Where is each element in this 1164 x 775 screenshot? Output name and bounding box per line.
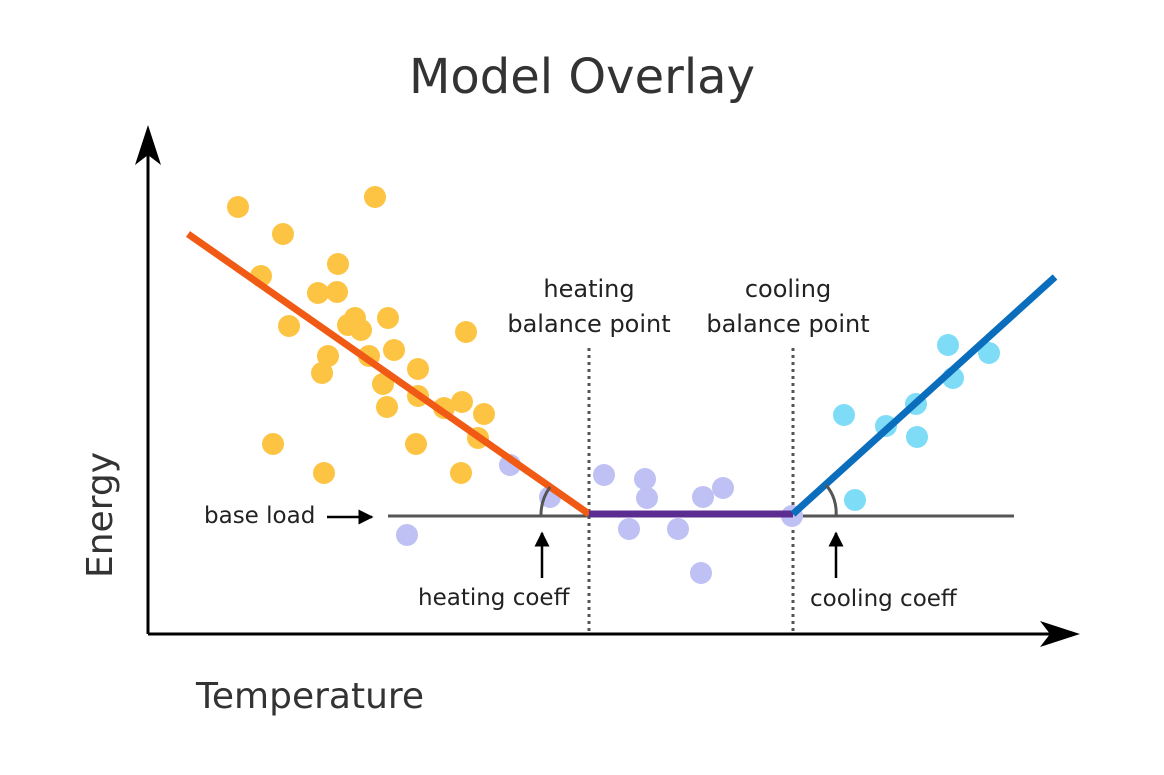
heating-data-point	[405, 433, 427, 455]
baseload-data-point	[667, 518, 689, 540]
cooling-balance-label-line1: cooling	[745, 275, 831, 303]
heating-data-point	[473, 403, 495, 425]
heating-balance-label-line1: heating	[543, 275, 634, 303]
baseload-data-point	[690, 562, 712, 584]
cooling-data-point	[937, 334, 959, 356]
cooling-coeff-angle-arc	[824, 484, 838, 517]
cooling-coeff-label: cooling coeff	[810, 586, 958, 612]
heating-data-point	[313, 462, 335, 484]
y-axis-label: Energy	[80, 452, 121, 578]
heating-data-point	[407, 358, 429, 380]
heating-data-point	[317, 345, 339, 367]
heating-balance-label-line2: balance point	[507, 310, 670, 338]
heating-data-point	[262, 433, 284, 455]
heating-coeff-label: heating coeff	[418, 585, 571, 611]
heating-data-point	[376, 396, 398, 418]
baseload-data-point	[712, 477, 734, 499]
cooling-data-point	[833, 404, 855, 426]
baseload-data-point	[396, 524, 418, 546]
heating-data-point	[278, 315, 300, 337]
heating-data-point	[307, 282, 329, 304]
heating-points	[227, 186, 495, 484]
heating-data-point	[326, 281, 348, 303]
heating-data-point	[450, 462, 472, 484]
heating-data-point	[372, 373, 394, 395]
heating-data-point	[455, 321, 477, 343]
baseload-data-point	[593, 464, 615, 486]
diagram-title: Model Overlay	[409, 49, 755, 105]
cooling-data-point	[844, 489, 866, 511]
x-axis-arrowhead	[1040, 621, 1080, 647]
heating-data-point	[364, 186, 386, 208]
heating-data-point	[311, 362, 333, 384]
cooling-points	[833, 334, 1000, 511]
cooling-data-point	[978, 342, 1000, 364]
heating-data-point	[383, 339, 405, 361]
base-load-label: base load	[204, 503, 315, 529]
heating-coeff-angle-arc	[539, 486, 552, 517]
heating-data-point	[377, 307, 399, 329]
heating-data-point	[451, 391, 473, 413]
y-axis-arrowhead	[135, 125, 161, 165]
heating-data-point	[350, 319, 372, 341]
baseload-data-point	[636, 487, 658, 509]
heating-data-point	[272, 223, 294, 245]
x-axis-label: Temperature	[195, 676, 424, 717]
baseload-data-point	[634, 468, 656, 490]
cooling-balance-label-line2: balance point	[706, 310, 869, 338]
heating-data-point	[227, 196, 249, 218]
cooling-data-point	[906, 426, 928, 448]
axes	[135, 125, 1080, 647]
cooling-slope-line	[790, 274, 1058, 517]
baseload-data-point	[692, 486, 714, 508]
baseload-data-point	[618, 518, 640, 540]
baseload-points	[396, 454, 803, 584]
heating-slope-line	[185, 231, 592, 517]
heating-data-point	[327, 253, 349, 275]
